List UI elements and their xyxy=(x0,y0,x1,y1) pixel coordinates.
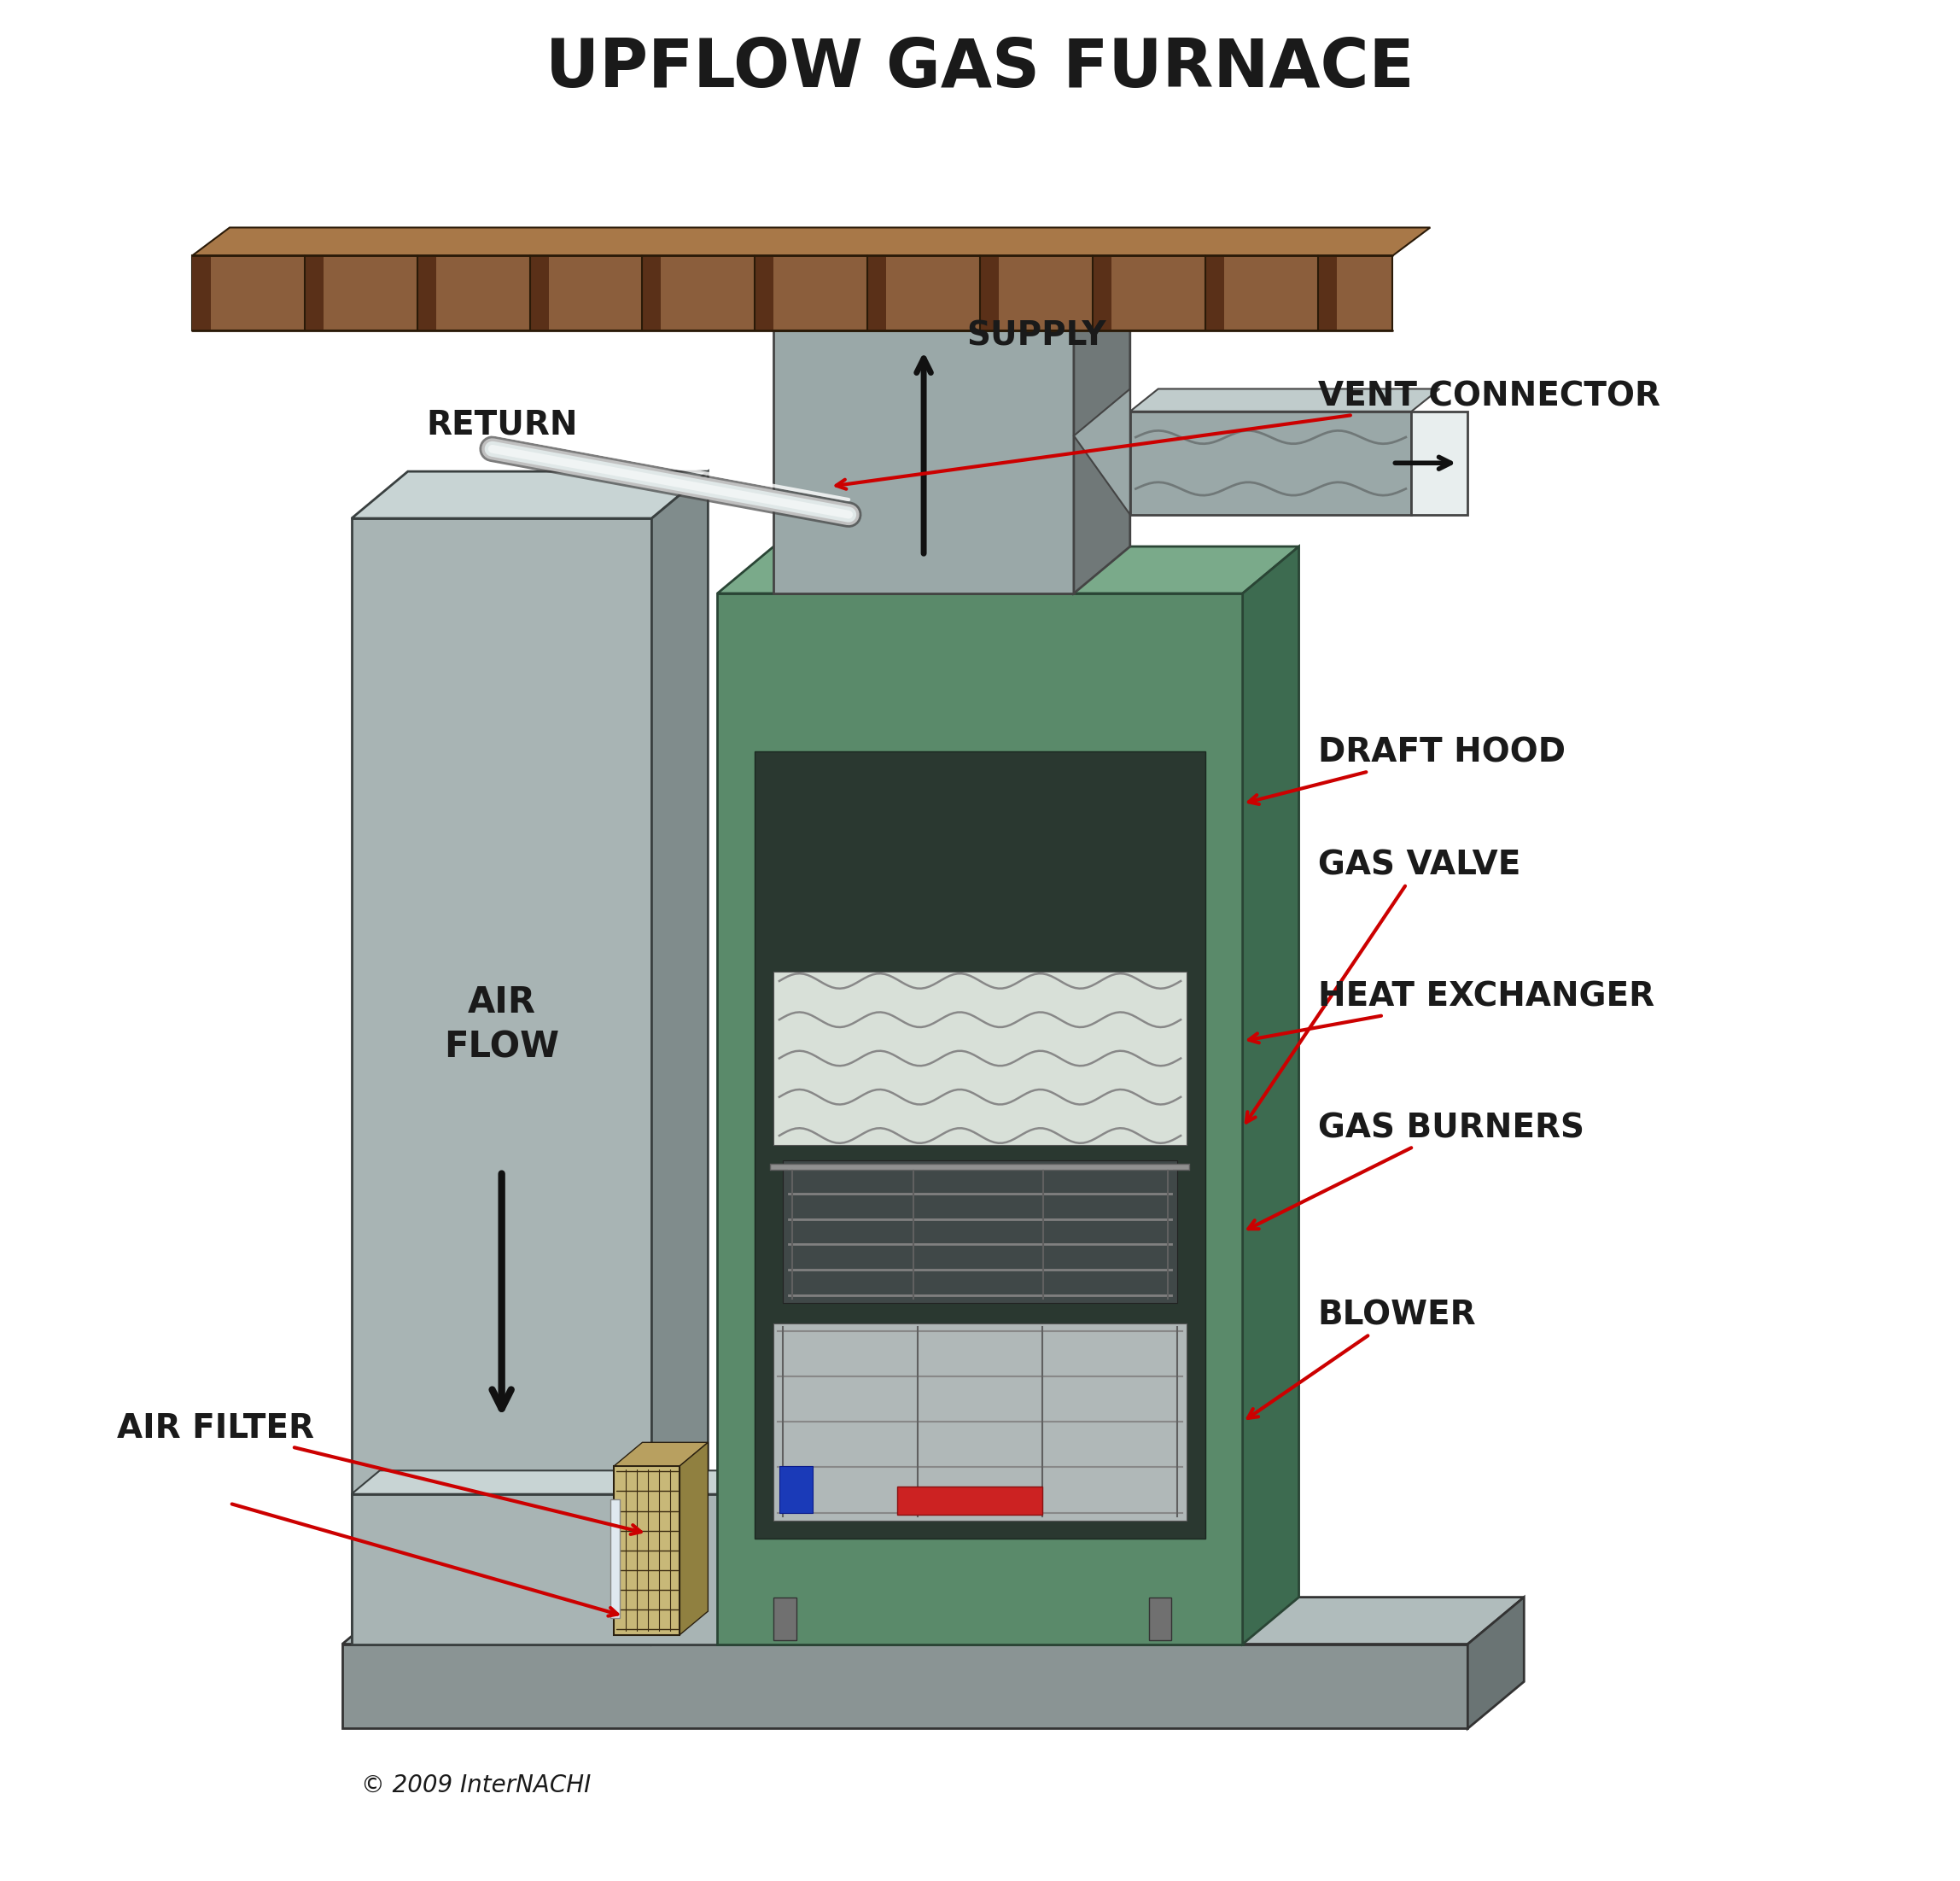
Bar xyxy=(304,256,323,331)
Polygon shape xyxy=(1131,389,1439,412)
Polygon shape xyxy=(717,547,1299,593)
Text: AIR FILTER: AIR FILTER xyxy=(118,1413,641,1535)
Bar xyxy=(417,256,435,331)
Text: UPFLOW GAS FURNACE: UPFLOW GAS FURNACE xyxy=(545,36,1415,100)
Polygon shape xyxy=(1468,1597,1525,1729)
Bar xyxy=(351,1494,774,1644)
Bar xyxy=(1131,412,1411,515)
Text: GAS BURNERS: GAS BURNERS xyxy=(1249,1112,1584,1228)
Bar xyxy=(755,751,1205,1539)
Polygon shape xyxy=(1074,284,1131,593)
Bar xyxy=(610,1499,619,1618)
Bar xyxy=(755,256,774,331)
Polygon shape xyxy=(680,1443,708,1635)
Text: © 2009 InterNACHI: © 2009 InterNACHI xyxy=(361,1774,590,1796)
Text: BLOWER: BLOWER xyxy=(1249,1300,1476,1418)
Bar xyxy=(613,1465,680,1635)
Bar xyxy=(980,256,1000,331)
Polygon shape xyxy=(653,472,708,1644)
Polygon shape xyxy=(613,1443,708,1465)
Text: RETURN: RETURN xyxy=(425,408,578,440)
Text: DRAFT HOOD: DRAFT HOOD xyxy=(1249,737,1566,805)
Bar xyxy=(1149,1597,1172,1640)
Text: VENT CONNECTOR: VENT CONNECTOR xyxy=(837,380,1660,489)
Bar xyxy=(774,1322,1186,1520)
Bar xyxy=(898,1486,1043,1514)
Bar xyxy=(717,593,1243,1644)
Polygon shape xyxy=(1243,547,1299,1644)
Polygon shape xyxy=(343,1597,1525,1644)
Text: GAS VALVE: GAS VALVE xyxy=(1247,848,1521,1123)
Bar xyxy=(784,1161,1176,1304)
Bar xyxy=(643,256,661,331)
Bar xyxy=(1317,256,1337,331)
Bar xyxy=(780,1465,813,1512)
Polygon shape xyxy=(351,1471,802,1494)
Bar xyxy=(1092,256,1111,331)
Bar xyxy=(192,256,1394,331)
Text: AIR
FLOW: AIR FLOW xyxy=(445,986,559,1065)
Polygon shape xyxy=(192,228,1431,256)
Bar xyxy=(774,331,1074,593)
Text: HEAT EXCHANGER: HEAT EXCHANGER xyxy=(1249,980,1654,1042)
Text: SUPPLY: SUPPLY xyxy=(966,320,1105,352)
Bar xyxy=(343,1644,1468,1729)
Bar xyxy=(774,1597,796,1640)
Polygon shape xyxy=(351,472,708,519)
Bar xyxy=(868,256,886,331)
Bar xyxy=(1411,412,1468,515)
Bar xyxy=(192,256,212,331)
Polygon shape xyxy=(774,284,1131,331)
Bar xyxy=(529,256,549,331)
Bar xyxy=(351,519,653,1644)
Polygon shape xyxy=(1074,389,1131,515)
Bar xyxy=(774,972,1186,1146)
Bar xyxy=(1205,256,1223,331)
